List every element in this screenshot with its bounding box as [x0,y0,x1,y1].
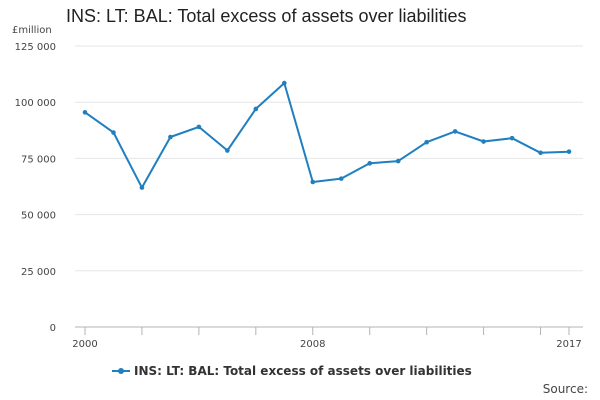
data-point[interactable] [139,185,145,190]
y-tick-label: 125 000 [15,42,56,53]
x-axis-tick-labels: 2000 2008 2017 [72,339,581,350]
source-label: Source: [542,382,588,396]
data-point[interactable] [566,149,572,154]
data-point[interactable] [338,176,344,181]
x-tick-label: 2000 [72,339,97,350]
legend[interactable]: INS: LT: BAL: Total excess of assets ove… [112,364,472,378]
data-point[interactable] [395,158,401,164]
y-axis-tick-labels: 0 25 000 50 000 75 000 100 000 125 000 [15,42,56,334]
chart-title: INS: LT: BAL: Total excess of assets ove… [66,6,467,26]
data-point[interactable] [253,106,259,112]
y-tick-label: 0 [50,323,56,334]
data-point[interactable] [168,134,173,140]
y-tick-label: 75 000 [21,154,56,165]
data-point[interactable] [82,110,88,115]
x-tick-label: 2008 [300,339,325,350]
legend-dot [118,368,124,374]
data-point[interactable] [225,148,230,153]
y-tick-label: 50 000 [21,211,56,222]
data-point[interactable] [111,130,116,135]
data-point[interactable] [481,139,486,144]
data-point[interactable] [367,161,373,166]
legend-label: INS: LT: BAL: Total excess of assets ove… [134,364,472,378]
data-point[interactable] [538,150,543,156]
series-layer [82,80,572,190]
series-line [84,82,570,189]
y-tick-label: 25 000 [21,267,56,278]
data-point[interactable] [196,124,202,130]
data-point[interactable] [310,179,316,185]
gridlines [75,45,583,272]
y-axis-label: £million [12,25,52,36]
data-point[interactable] [452,129,458,134]
y-tick-label: 100 000 [15,98,56,109]
data-point[interactable] [509,135,515,141]
data-point[interactable] [424,139,429,145]
x-tick-label: 2017 [556,339,581,350]
legend-series-marker [112,366,130,376]
data-point[interactable] [281,80,287,86]
x-axis [75,326,583,335]
